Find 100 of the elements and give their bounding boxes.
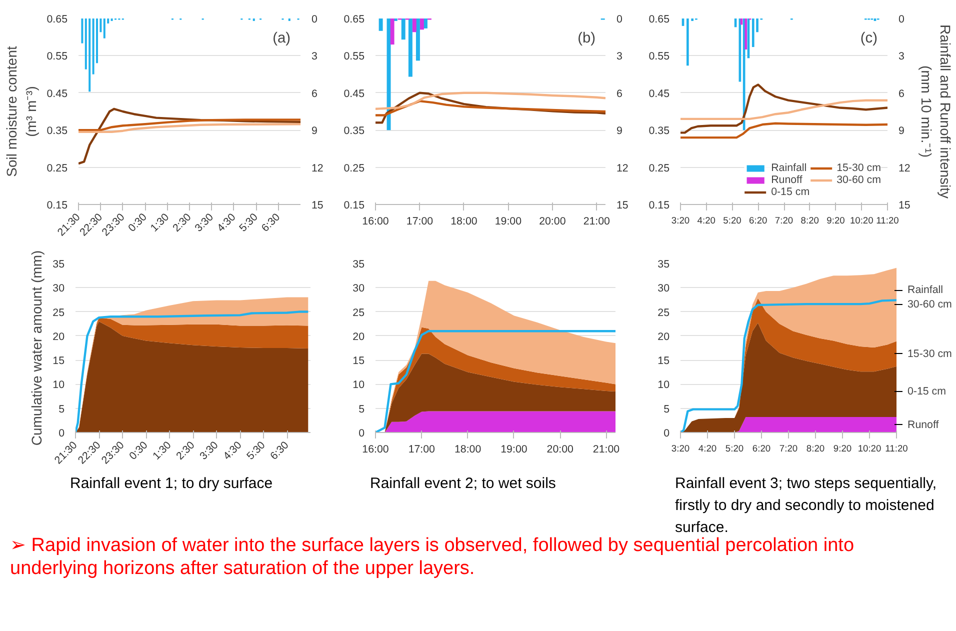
bar — [686, 18, 689, 66]
annotation: (b) — [578, 30, 596, 46]
y-tick-label: 30 — [352, 282, 365, 295]
bar — [390, 18, 394, 45]
x-tick-label: 19:00 — [494, 216, 522, 228]
x-tick-label: 16:00 — [362, 444, 389, 456]
text: Rainfall event 1; to dry surface — [70, 474, 273, 494]
x-tick-label: 8:20 — [806, 444, 825, 454]
y2-tick-label: 6 — [312, 88, 318, 100]
y-tick-label: 15 — [658, 355, 670, 368]
line-series — [376, 100, 606, 116]
x-tick-label: 6:20 — [749, 216, 768, 226]
y-tick-label: 0.45 — [46, 88, 68, 100]
x-tick-label: 17:00 — [406, 216, 434, 228]
series-label: Runoff — [908, 418, 939, 431]
y-tick-label: 0.25 — [344, 162, 365, 174]
y2-tick-label: 12 — [898, 162, 910, 174]
x-tick-label: 9:20 — [826, 216, 845, 226]
series-label: 15-30 cm — [908, 348, 952, 360]
y-tick-label: 30 — [658, 282, 670, 295]
y-tick-label: 0.65 — [344, 14, 365, 26]
y-tick-label: 30 — [52, 282, 65, 295]
y-tick-label: 0 — [358, 428, 365, 440]
y2-tick-label: 12 — [312, 162, 324, 174]
x-tick-label: 6:30 — [259, 211, 283, 234]
x-tick-label: 11:20 — [876, 216, 899, 226]
y-tick-label: 0.15 — [344, 200, 365, 212]
y-tick-label: 20 — [52, 330, 65, 343]
y-tick-label: 0.55 — [46, 50, 68, 63]
legend-label: 0-15 cm — [771, 186, 810, 198]
series-label: 30-60 cm — [908, 298, 952, 311]
y-tick-label: 0.25 — [46, 162, 68, 174]
y-tick-label: 0.35 — [648, 125, 670, 138]
annotation: (a) — [272, 30, 291, 46]
y-tick-label: 10 — [658, 379, 670, 392]
text: Rainfall event 3; two steps sequentially, firstly to dry and secondly to moistened surface. — [675, 474, 938, 537]
x-tick-label: 3:30 — [198, 439, 221, 462]
y-tick-label: 0.35 — [46, 125, 68, 138]
text: Rainfall event 2; to wet soils — [370, 474, 556, 494]
y2-tick-label: 12 — [616, 162, 628, 174]
y-tick-label: 20 — [352, 330, 365, 343]
x-tick-label: 17:00 — [408, 444, 436, 456]
annotation: (c) — [860, 30, 878, 46]
y-tick-label: 25 — [52, 306, 65, 319]
x-tick-label: 4:20 — [697, 216, 716, 226]
y2-tick-label: 6 — [616, 88, 622, 100]
x-tick-label: 16:00 — [362, 216, 389, 228]
text: ➢ Rapid invasion of water into the surface layers is observed, followed by sequential percolation into underlying horizons after saturation of the upper layers. — [10, 535, 856, 581]
x-tick-label: 18:00 — [454, 444, 482, 456]
y-tick-label: 0.15 — [648, 200, 670, 212]
x-tick-label: 18:00 — [450, 216, 478, 228]
bar — [408, 18, 412, 77]
y2-tick-label: 9 — [898, 125, 904, 138]
legend-label: 30-60 cm — [836, 174, 881, 186]
x-tick-label: 3:30 — [192, 211, 216, 234]
y-tick-label: 0.55 — [648, 50, 670, 63]
y2-tick-label: 15 — [616, 200, 628, 212]
x-tick-label: 6:20 — [752, 444, 771, 454]
x-tick-label: 9:20 — [833, 444, 852, 454]
x-tick-label: 5:30 — [237, 211, 260, 234]
bar — [420, 18, 424, 30]
y-tick-label: 0 — [664, 428, 670, 440]
y-tick-label: 15 — [52, 355, 65, 368]
line-series — [376, 92, 606, 124]
line-series — [680, 122, 888, 139]
line-series — [680, 84, 888, 134]
bar — [401, 18, 406, 40]
x-tick-label: 1:30 — [148, 211, 172, 234]
y2-tick-label: 3 — [898, 50, 904, 63]
y2-tick-label: 15 — [312, 200, 324, 212]
y2-tick-label: 15 — [898, 200, 910, 212]
y2-tick-label: 6 — [898, 88, 904, 100]
bar — [744, 18, 748, 50]
x-tick-label: 0:30 — [127, 439, 150, 462]
y-axis-title: Cumulative water amount (mm) — [28, 250, 45, 446]
y-tick-label: 0.65 — [46, 14, 68, 26]
x-tick-label: 10:20 — [858, 444, 882, 454]
x-tick-label: 5:30 — [244, 439, 268, 462]
line-series — [680, 99, 888, 120]
x-tick-label: 7:20 — [774, 216, 794, 226]
series-label: Rainfall — [908, 284, 944, 296]
y-tick-label: 0.45 — [648, 88, 670, 100]
x-tick-label: 19:00 — [500, 444, 528, 456]
y-tick-label: 35 — [52, 258, 65, 270]
y-tick-label: 0.45 — [344, 88, 365, 100]
y-tick-label: 0.15 — [46, 200, 68, 212]
x-tick-label: 1:30 — [150, 439, 174, 462]
y2-tick-label: 3 — [616, 50, 622, 63]
bar — [416, 18, 420, 61]
y-tick-label: 35 — [352, 258, 365, 270]
x-tick-label: 0:30 — [126, 211, 150, 234]
x-tick-label: 6:30 — [268, 439, 292, 462]
y-tick-label: 0.55 — [344, 50, 365, 63]
y-tick-label: 0.25 — [648, 162, 670, 174]
x-tick-label: 4:30 — [221, 439, 244, 462]
legend-label: Rainfall — [771, 162, 807, 174]
y-tick-label: 0.65 — [648, 14, 670, 26]
x-tick-label: 21:00 — [592, 444, 620, 456]
y2-tick-label: 9 — [616, 125, 622, 138]
y-tick-label: 0 — [58, 428, 65, 440]
